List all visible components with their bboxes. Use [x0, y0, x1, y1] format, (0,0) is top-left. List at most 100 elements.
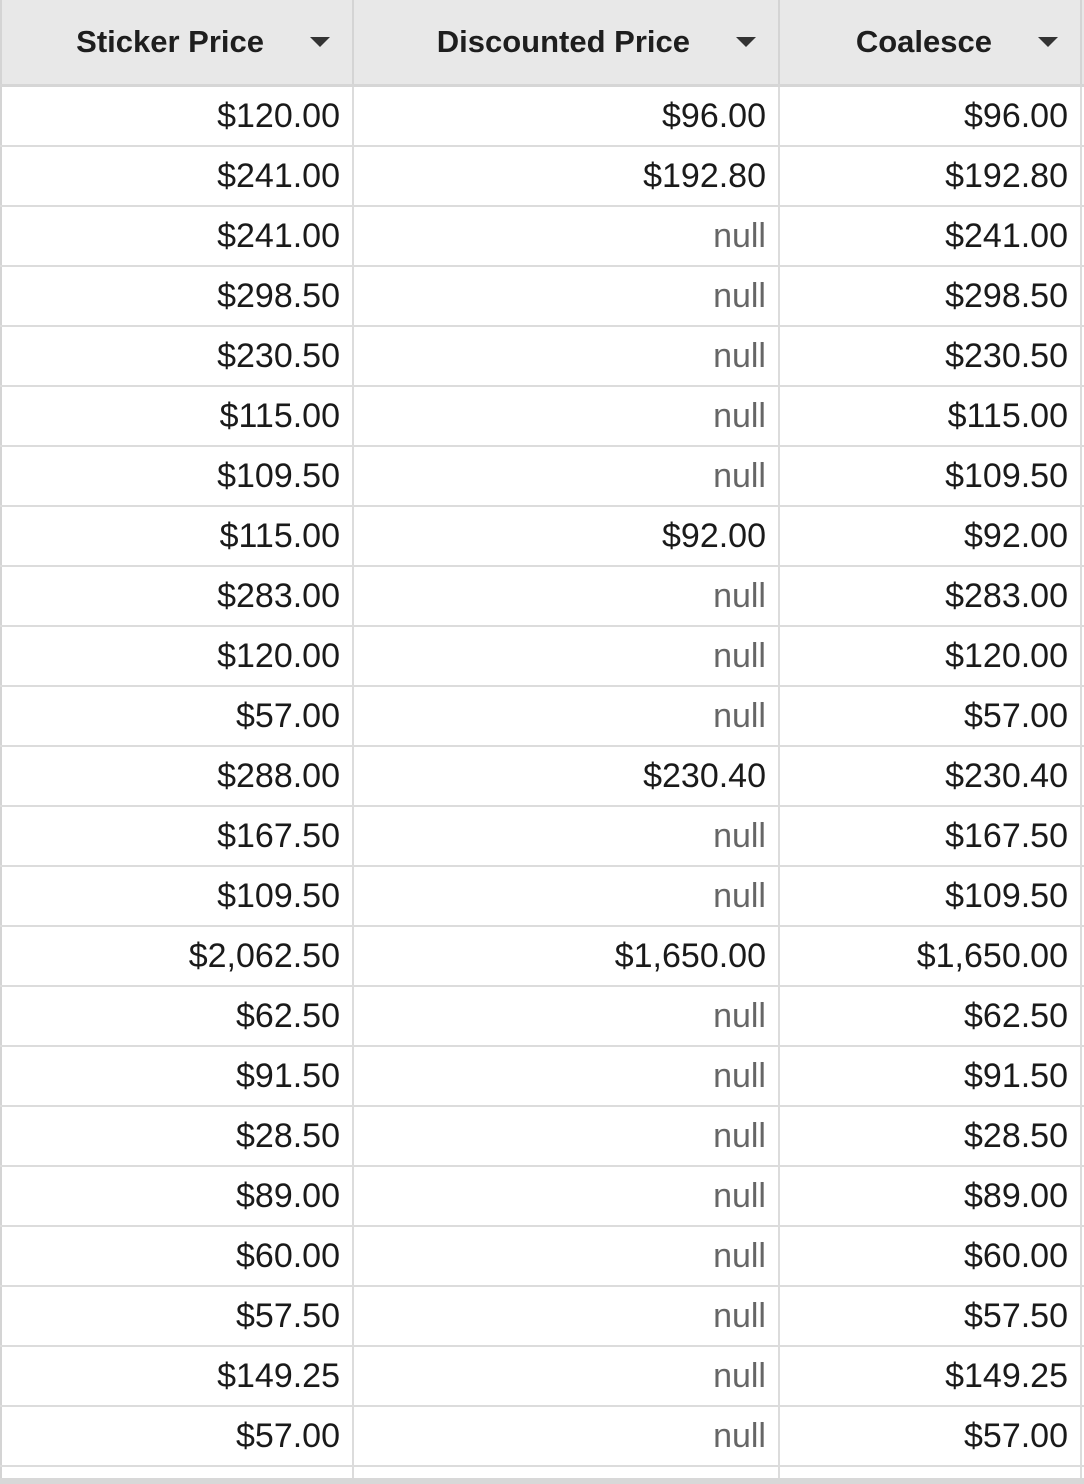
- table-cell[interactable]: $1,650.00: [354, 927, 780, 985]
- horizontal-scrollbar[interactable]: [0, 1478, 1084, 1484]
- table-cell[interactable]: $120.00: [0, 87, 354, 145]
- table-cell[interactable]: $230.40: [780, 747, 1082, 805]
- table-cell[interactable]: $28.50: [780, 1107, 1082, 1165]
- table-cell[interactable]: $57.00: [780, 1407, 1082, 1465]
- table-cell[interactable]: $115.00: [0, 387, 354, 445]
- table-row: $28.50 null $28.50: [0, 1107, 1084, 1167]
- table-cell[interactable]: $120.00: [0, 627, 354, 685]
- table-cell[interactable]: null: [354, 1407, 780, 1465]
- table-cell[interactable]: null: [354, 687, 780, 745]
- table-cell[interactable]: $96.00: [780, 87, 1082, 145]
- table-cell[interactable]: $192.80: [780, 147, 1082, 205]
- table-cell[interactable]: $167.50: [0, 807, 354, 865]
- table-cell[interactable]: $115.00: [0, 507, 354, 565]
- table-cell[interactable]: $115.00: [780, 387, 1082, 445]
- table-row: $230.50 null $230.50: [0, 327, 1084, 387]
- table-row: $89.00 null $89.00: [0, 1167, 1084, 1227]
- table-cell[interactable]: null: [354, 1287, 780, 1345]
- table-cell[interactable]: null: [354, 267, 780, 325]
- table-row: $283.00 null $283.00: [0, 567, 1084, 627]
- table-cell[interactable]: null: [354, 1227, 780, 1285]
- table-cell[interactable]: $192.80: [354, 147, 780, 205]
- table-cell[interactable]: $241.00: [780, 207, 1082, 265]
- table-cell[interactable]: $62.50: [0, 987, 354, 1045]
- table-cell[interactable]: $91.50: [780, 1047, 1082, 1105]
- table-cell[interactable]: $283.00: [780, 567, 1082, 625]
- table-row: $298.50 null $298.50: [0, 267, 1084, 327]
- dropdown-arrow-icon[interactable]: [310, 37, 330, 47]
- column-header[interactable]: Sticker Price: [0, 0, 354, 84]
- table-cell: [780, 1467, 1082, 1481]
- column-header-label: Coalesce: [855, 24, 992, 59]
- table-row: $57.00 null $57.00: [0, 687, 1084, 747]
- table-row: $60.00 null $60.00: [0, 1227, 1084, 1287]
- table-cell[interactable]: $57.50: [780, 1287, 1082, 1345]
- table-cell[interactable]: $2,062.50: [0, 927, 354, 985]
- table-cell[interactable]: $57.00: [780, 687, 1082, 745]
- table-cell[interactable]: $62.50: [780, 987, 1082, 1045]
- table-cell[interactable]: $89.00: [0, 1167, 354, 1225]
- table-cell[interactable]: $241.00: [0, 147, 354, 205]
- table-cell[interactable]: null: [354, 987, 780, 1045]
- table-body: $120.00 $96.00 $96.00 $241.00 $192.80 $192.80…: [0, 87, 1084, 1467]
- table-cell[interactable]: $230.40: [354, 747, 780, 805]
- table-row: $2,062.50 $1,650.00 $1,650.00: [0, 927, 1084, 987]
- table-cell[interactable]: null: [354, 1347, 780, 1405]
- dropdown-arrow-icon[interactable]: [736, 37, 756, 47]
- table-cell[interactable]: $92.00: [354, 507, 780, 565]
- table-cell[interactable]: $109.50: [780, 447, 1082, 505]
- table-cell[interactable]: null: [354, 567, 780, 625]
- table-cell[interactable]: $288.00: [0, 747, 354, 805]
- table-cell[interactable]: null: [354, 1107, 780, 1165]
- table-cell[interactable]: $109.50: [0, 867, 354, 925]
- table-cell[interactable]: null: [354, 207, 780, 265]
- table-cell[interactable]: $149.25: [0, 1347, 354, 1405]
- table-header: Sticker Price Discounted Price Coalesce: [0, 0, 1084, 87]
- table-cell[interactable]: $283.00: [0, 567, 354, 625]
- table-row: $149.25 null $149.25: [0, 1347, 1084, 1407]
- table-cell[interactable]: $167.50: [780, 807, 1082, 865]
- table-cell[interactable]: null: [354, 387, 780, 445]
- table-row: $115.00 null $115.00: [0, 387, 1084, 447]
- dropdown-arrow-icon[interactable]: [1038, 37, 1058, 47]
- table-cell[interactable]: null: [354, 1047, 780, 1105]
- column-header[interactable]: Coalesce: [780, 0, 1082, 84]
- table-row-partial: [0, 1467, 1084, 1481]
- table-row: $241.00 null $241.00: [0, 207, 1084, 267]
- table-cell[interactable]: null: [354, 867, 780, 925]
- table-cell[interactable]: $109.50: [0, 447, 354, 505]
- table-cell[interactable]: $109.50: [780, 867, 1082, 925]
- column-header[interactable]: Discounted Price: [354, 0, 780, 84]
- table-cell[interactable]: null: [354, 447, 780, 505]
- table-cell[interactable]: null: [354, 327, 780, 385]
- table-cell[interactable]: $120.00: [780, 627, 1082, 685]
- table-row: $91.50 null $91.50: [0, 1047, 1084, 1107]
- table-cell[interactable]: null: [354, 807, 780, 865]
- table-row: $62.50 null $62.50: [0, 987, 1084, 1047]
- table-cell[interactable]: $230.50: [780, 327, 1082, 385]
- table-row: $167.50 null $167.50: [0, 807, 1084, 867]
- table-row: $109.50 null $109.50: [0, 447, 1084, 507]
- table-cell[interactable]: $60.00: [0, 1227, 354, 1285]
- table-cell[interactable]: $57.00: [0, 687, 354, 745]
- table-cell[interactable]: $1,650.00: [780, 927, 1082, 985]
- table-cell[interactable]: $298.50: [0, 267, 354, 325]
- table-cell[interactable]: $57.50: [0, 1287, 354, 1345]
- table-cell[interactable]: $298.50: [780, 267, 1082, 325]
- table-cell[interactable]: $230.50: [0, 327, 354, 385]
- table-cell[interactable]: $60.00: [780, 1227, 1082, 1285]
- table-cell[interactable]: null: [354, 627, 780, 685]
- table-row: $57.50 null $57.50: [0, 1287, 1084, 1347]
- table-cell[interactable]: $89.00: [780, 1167, 1082, 1225]
- table-cell[interactable]: $91.50: [0, 1047, 354, 1105]
- table-cell[interactable]: $149.25: [780, 1347, 1082, 1405]
- table-cell[interactable]: null: [354, 1167, 780, 1225]
- table-row: $241.00 $192.80 $192.80: [0, 147, 1084, 207]
- table-cell[interactable]: $28.50: [0, 1107, 354, 1165]
- table-cell[interactable]: $92.00: [780, 507, 1082, 565]
- table-cell[interactable]: $241.00: [0, 207, 354, 265]
- table-cell[interactable]: $57.00: [0, 1407, 354, 1465]
- table-cell: [354, 1467, 780, 1481]
- table-cell[interactable]: $96.00: [354, 87, 780, 145]
